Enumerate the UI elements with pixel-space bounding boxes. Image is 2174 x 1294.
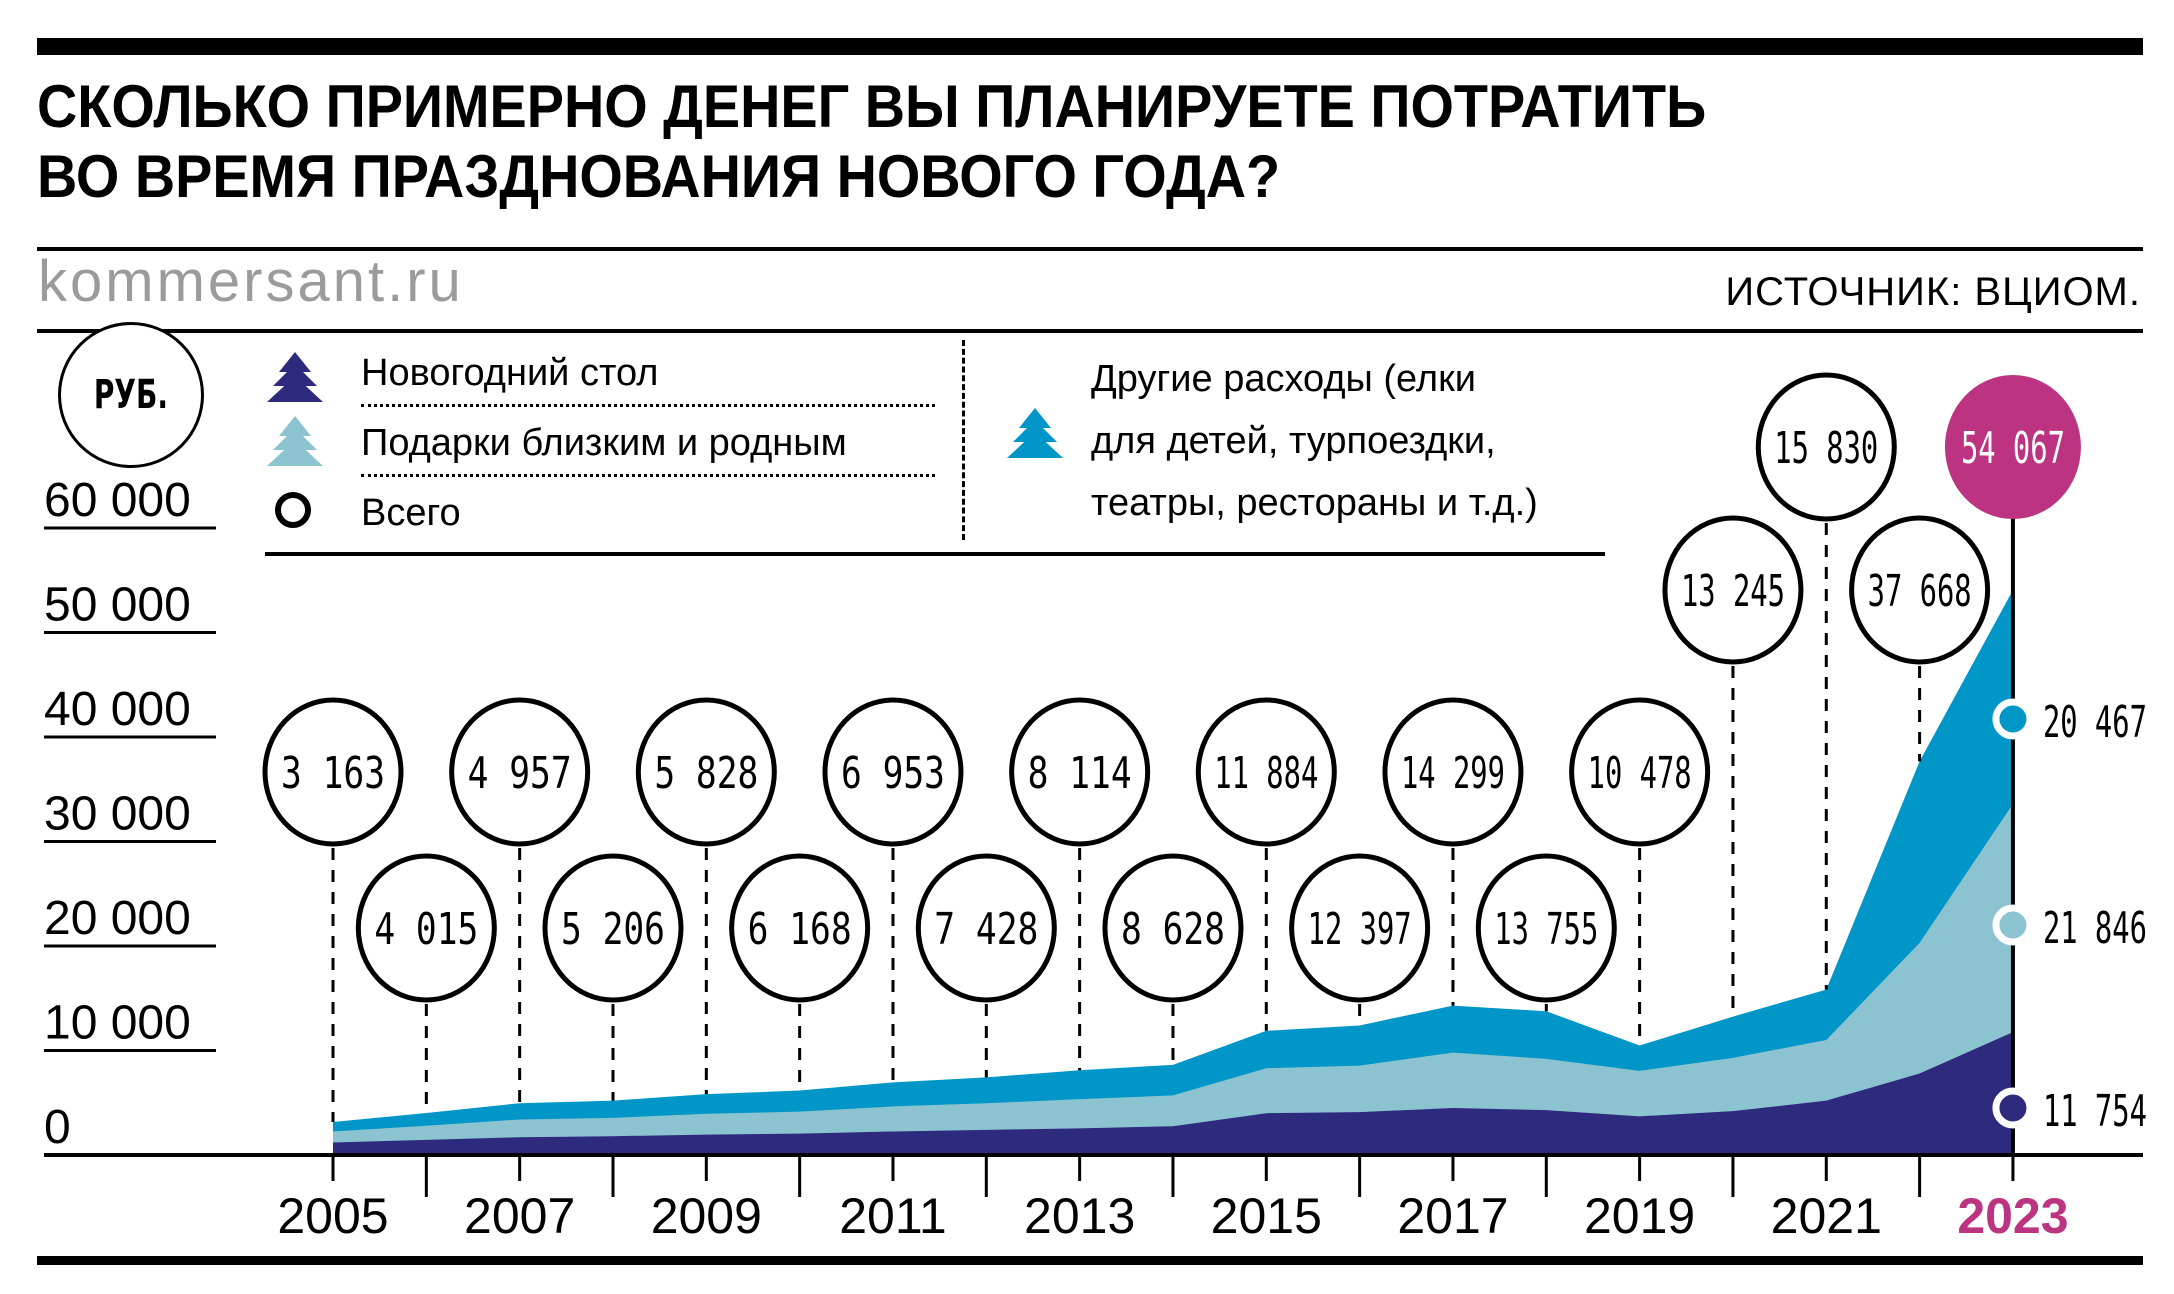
legend-label-gifts: Подарки близким и родным	[361, 422, 847, 464]
legend-label-other-1: Другие расходы (елки	[1091, 358, 1476, 400]
legend-dotted-divider	[361, 404, 935, 407]
y-tick-label: 60 000	[44, 474, 191, 527]
legend-item-gifts: Подарки близким и родным	[265, 410, 935, 477]
legend-item-other: Другие расходы (елки для детей, турпоезд…	[1005, 340, 1605, 540]
total-value-label: 13 755	[1494, 904, 1598, 955]
total-value-label: 4 015	[374, 904, 478, 955]
site-name: kommersant.ru	[38, 249, 464, 314]
end-marker-gifts-label: 21 846	[2043, 903, 2147, 954]
total-bubble	[1382, 697, 1524, 847]
area-table	[333, 1032, 2013, 1155]
total-bubble	[635, 697, 777, 847]
unit-badge: РУБ.	[58, 322, 204, 468]
total-value-label: 14 299	[1401, 748, 1505, 799]
year-label: 2019	[1584, 1188, 1695, 1244]
circle-outline-icon	[275, 492, 311, 528]
y-tick-label: 0	[44, 1101, 71, 1154]
total-value-label: 5 206	[561, 904, 665, 955]
total-bubble	[1009, 697, 1151, 847]
top-rule	[37, 38, 2143, 55]
total-bubble	[1102, 853, 1244, 1003]
y-tick-label: 20 000	[44, 892, 191, 945]
total-bubble	[355, 853, 497, 1003]
title-line-2: ВО ВРЕМЯ ПРАЗДНОВАНИЯ НОВОГО ГОДА?	[37, 143, 1281, 210]
total-bubble	[1662, 515, 1804, 665]
area-gifts	[333, 803, 2013, 1155]
legend-label-total: Всего	[361, 492, 461, 534]
year-label: 2017	[1397, 1188, 1508, 1244]
total-bubble	[449, 697, 591, 847]
tree-icon	[267, 416, 323, 466]
title-divider	[37, 247, 2143, 251]
total-bubble	[262, 697, 404, 847]
total-bubble	[822, 697, 964, 847]
legend-item-table: Новогодний стол	[265, 340, 935, 407]
legend-vertical-divider	[962, 340, 965, 540]
source-label: ИСТОЧНИК: ВЦИОМ.	[1725, 270, 2141, 314]
end-marker-other	[1992, 698, 2034, 740]
total-bubble	[729, 853, 871, 1003]
legend-dotted-divider	[361, 474, 935, 477]
total-bubble	[1475, 853, 1617, 1003]
total-value-label: 6 953	[841, 748, 945, 799]
y-tick-label: 50 000	[44, 579, 191, 632]
header-bottom-rule	[37, 329, 2143, 333]
total-value-label: 11 884	[1214, 748, 1318, 799]
legend: Новогодний стол Подарки близким и родным…	[265, 340, 1605, 556]
total-bubble	[1195, 697, 1337, 847]
legend-label-other-2: для детей, турпоездки,	[1091, 420, 1496, 462]
total-value-label: 3 163	[281, 748, 385, 799]
total-value-label: 4 957	[468, 748, 572, 799]
total-bubble-highlight	[1944, 375, 2081, 519]
total-value-label: 15 830	[1774, 423, 1878, 474]
total-value-label: 8 628	[1121, 904, 1225, 955]
bottom-rule	[37, 1256, 2143, 1265]
y-tick-label: 40 000	[44, 683, 191, 736]
page-title: СКОЛЬКО ПРИМЕРНО ДЕНЕГ ВЫ ПЛАНИРУЕТЕ ПОТ…	[37, 72, 1706, 212]
legend-label-table: Новогодний стол	[361, 352, 659, 394]
end-marker-gifts	[1992, 904, 2034, 946]
total-value-label: 5 828	[654, 748, 758, 799]
year-label: 2021	[1771, 1188, 1882, 1244]
title-line-1: СКОЛЬКО ПРИМЕРНО ДЕНЕГ ВЫ ПЛАНИРУЕТЕ ПОТ…	[37, 73, 1707, 140]
total-bubble	[1289, 853, 1431, 1003]
total-bubble	[1849, 515, 1991, 665]
tree-icon	[1007, 408, 1063, 458]
year-label: 2011	[839, 1188, 947, 1244]
total-bubble	[542, 853, 684, 1003]
unit-label: РУБ.	[93, 372, 169, 418]
legend-item-total: Всего	[265, 480, 925, 544]
end-marker-table	[1992, 1087, 2034, 1129]
total-value-label: 7 428	[934, 904, 1038, 955]
total-value-label: 10 478	[1588, 748, 1692, 799]
total-value-label: 12 397	[1308, 904, 1412, 955]
total-value-label: 6 168	[748, 904, 852, 955]
year-label: 2009	[651, 1188, 762, 1244]
year-label: 2007	[464, 1188, 575, 1244]
end-marker-other-label: 20 467	[2043, 697, 2147, 748]
total-value-label: 37 668	[1868, 566, 1972, 617]
y-tick-label: 30 000	[44, 788, 191, 841]
total-value-label: 8 114	[1028, 748, 1132, 799]
end-marker-table-label: 11 754	[2043, 1086, 2147, 1137]
y-tick-label: 10 000	[44, 997, 191, 1050]
tree-icon	[267, 352, 323, 402]
year-label: 2015	[1211, 1188, 1322, 1244]
total-value-label: 54 067	[1961, 423, 2065, 474]
total-bubble	[1755, 372, 1897, 522]
total-bubble	[915, 853, 1057, 1003]
total-bubble	[1569, 697, 1711, 847]
year-label: 2005	[277, 1188, 388, 1244]
year-label-highlight: 2023	[1957, 1188, 2068, 1244]
total-value-label: 13 245	[1681, 566, 1785, 617]
legend-label-other-3: театры, рестораны и т.д.)	[1091, 482, 1538, 524]
year-label: 2013	[1024, 1188, 1135, 1244]
legend-bottom-rule	[265, 552, 1605, 556]
